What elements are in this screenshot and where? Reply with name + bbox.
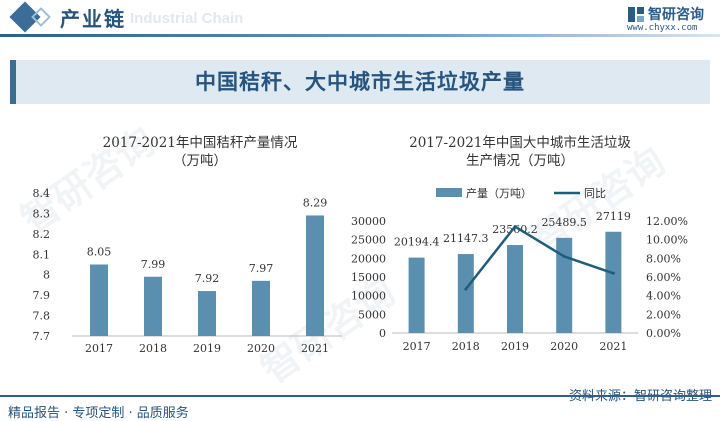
chart1-xtick-label: 2020 xyxy=(247,342,275,355)
chart2-left-ytick-label: 20000 xyxy=(351,252,386,265)
chart2-title-line2: 生产情况（万吨） xyxy=(466,153,574,169)
chart1-data-label: 8.05 xyxy=(87,246,112,259)
chart1-bar xyxy=(306,215,324,336)
chart2-yoy-point xyxy=(513,225,517,229)
chart1-data-label: 7.99 xyxy=(141,258,166,271)
chart1-ytick-label: 8 xyxy=(43,269,50,282)
chart2-right-ytick-label: 12.00% xyxy=(646,215,688,228)
brand-url: www.chyxx.com xyxy=(627,23,698,33)
chart1-ytick-label: 8.2 xyxy=(33,228,51,241)
chart2-left-ytick-label: 25000 xyxy=(351,234,386,247)
brand-name: 智研咨询 xyxy=(648,7,704,23)
banner-title: 中国秸秆、大中城市生活垃圾产量 xyxy=(195,70,525,94)
chart2-right-ytick-label: 4.00% xyxy=(646,290,681,303)
chart2-yoy-line xyxy=(464,225,614,290)
chart2-title-line1: 2017-2021年中国大中城市生活垃圾 xyxy=(409,135,631,151)
chart1-ytick-label: 7.9 xyxy=(33,289,51,302)
chart2-xtick-label: 2019 xyxy=(501,340,529,353)
chart2-data-label: 21147.3 xyxy=(443,232,489,245)
chart2-yoy-point xyxy=(464,287,468,291)
section-title: 产业链 xyxy=(60,7,126,31)
legend-bar-swatch xyxy=(436,188,462,197)
chart2-bar xyxy=(556,237,573,333)
chart2-bar xyxy=(605,231,622,333)
chart1-bar xyxy=(144,276,162,336)
chart1-ytick-label: 8.4 xyxy=(33,187,51,200)
chart1-xtick-label: 2019 xyxy=(193,342,221,355)
chart2-yoy-point xyxy=(562,254,566,258)
chart2-left-ytick-label: 15000 xyxy=(351,271,386,284)
chart1-title: 2017-2021年中国秸秆产量情况 （万吨） xyxy=(50,134,350,170)
chart2-yoy-point xyxy=(611,271,615,275)
chart2-left-ytick-label: 5000 xyxy=(358,308,386,321)
chart1-ytick-label: 8.3 xyxy=(33,207,51,220)
chart2-data-label: 23560.2 xyxy=(492,223,538,236)
chart1-xtick-label: 2021 xyxy=(301,342,329,355)
chart2-urban-waste-production: 产量（万吨） 同比 0 5000 10000 15000 20000 25000 30000 0.… xyxy=(351,186,688,353)
chart2-xtick-label: 2018 xyxy=(452,340,480,353)
chart1-title-line2: （万吨） xyxy=(173,153,227,169)
chart2-data-label: 25489.5 xyxy=(541,216,587,229)
legend-line-label: 同比 xyxy=(584,187,606,200)
chart1-data-label: 8.29 xyxy=(303,196,328,209)
chart2-left-ytick-label: 10000 xyxy=(351,290,386,303)
chart2-right-ytick-label: 8.00% xyxy=(646,252,681,265)
banner: 中国秸秆、大中城市生活垃圾产量 xyxy=(10,60,710,104)
footer-divider xyxy=(0,395,720,397)
chart1-xtick-label: 2018 xyxy=(139,342,167,355)
chart2-xtick-label: 2021 xyxy=(599,340,627,353)
chart2-data-label: 20194.4 xyxy=(394,236,440,249)
chart2-bar xyxy=(408,257,425,333)
chart2-bar xyxy=(457,254,474,333)
chart1-ytick-label: 8.1 xyxy=(33,248,51,261)
footer-slogan: 精品报告 · 专项定制 · 品质服务 xyxy=(8,406,189,421)
chart1-xtick-label: 2017 xyxy=(85,342,113,355)
page-header: 产业链 Industrial Chain 智研咨询 www.chyxx.com xyxy=(0,0,720,44)
chart2-left-ytick-label: 0 xyxy=(379,327,386,340)
chart1-bar xyxy=(252,280,270,336)
chart2-right-ytick-label: 6.00% xyxy=(646,271,681,284)
chart2-xtick-label: 2017 xyxy=(403,340,431,353)
header-divider xyxy=(0,34,720,37)
chart2-bar xyxy=(507,245,523,333)
chart2-left-ytick-label: 30000 xyxy=(351,215,386,228)
chart2-xtick-label: 2020 xyxy=(550,340,578,353)
chart2-title: 2017-2021年中国大中城市生活垃圾 生产情况（万吨） xyxy=(370,134,670,170)
chart1-ytick-label: 7.8 xyxy=(33,310,51,323)
chart2-right-ytick-label: 2.00% xyxy=(646,308,681,321)
chart1-data-label: 7.92 xyxy=(195,272,220,285)
chart2-right-ytick-label: 0.00% xyxy=(646,327,681,340)
header-watermark: Industrial Chain xyxy=(130,10,244,27)
legend-bar-label: 产量（万吨） xyxy=(466,186,532,200)
chart1-ytick-label: 7.7 xyxy=(33,330,51,343)
chart1-title-line1: 2017-2021年中国秸秆产量情况 xyxy=(102,135,298,151)
chart1-bar xyxy=(90,264,108,336)
brand-logo-icon xyxy=(628,7,644,22)
chart1-straw-production: 7.7 7.8 7.9 8 8.1 8.2 8.3 8.4 8.05 2017 7.99 2018 7.… xyxy=(33,187,342,355)
chart2-data-label: 27119 xyxy=(596,210,631,223)
chart1-data-label: 7.97 xyxy=(249,262,274,275)
banner-accent xyxy=(10,60,16,104)
chart2-right-ytick-label: 10.00% xyxy=(646,234,688,247)
chart1-bar xyxy=(198,291,216,336)
